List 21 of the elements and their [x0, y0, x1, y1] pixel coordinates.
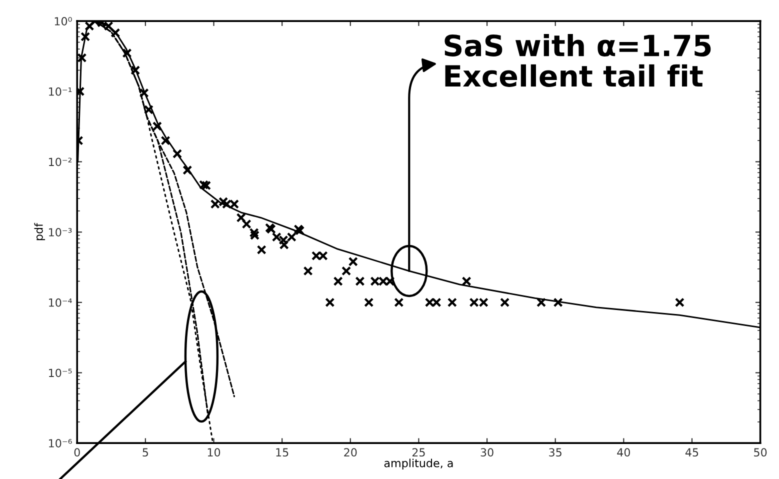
- x-tick-label: 5: [142, 448, 148, 457]
- x-tick-label: 45: [685, 448, 698, 457]
- y-tick-label: 10⁻⁵: [49, 368, 72, 378]
- x-tick-label: 50: [754, 448, 767, 457]
- x-axis-title: amplitude, a: [384, 458, 453, 470]
- y-axis-title: pdf: [34, 222, 46, 240]
- x-tick-label: 25: [412, 448, 425, 457]
- x-tick-label: 0: [74, 448, 80, 457]
- x-tick-label: 40: [617, 448, 630, 457]
- x-tick-label: 30: [480, 448, 494, 457]
- y-tick-label: 10⁻⁶: [49, 439, 72, 448]
- y-tick-label: 10⁻¹: [49, 87, 72, 96]
- y-tick-label: 10⁻⁴: [49, 298, 72, 307]
- y-tick-label: 10⁻²: [49, 158, 72, 166]
- y-tick-label: 10⁻³: [49, 228, 72, 236]
- x-tick-label: 10: [208, 448, 220, 457]
- x-tick-label: 35: [549, 448, 562, 457]
- x-tick-label: 15: [276, 448, 288, 457]
- x-tick-label: 20: [344, 448, 357, 457]
- annotation: SaS with α=1.75 Excellent tail fit: [444, 34, 711, 87]
- y-tick-label: 10⁰: [54, 17, 72, 26]
